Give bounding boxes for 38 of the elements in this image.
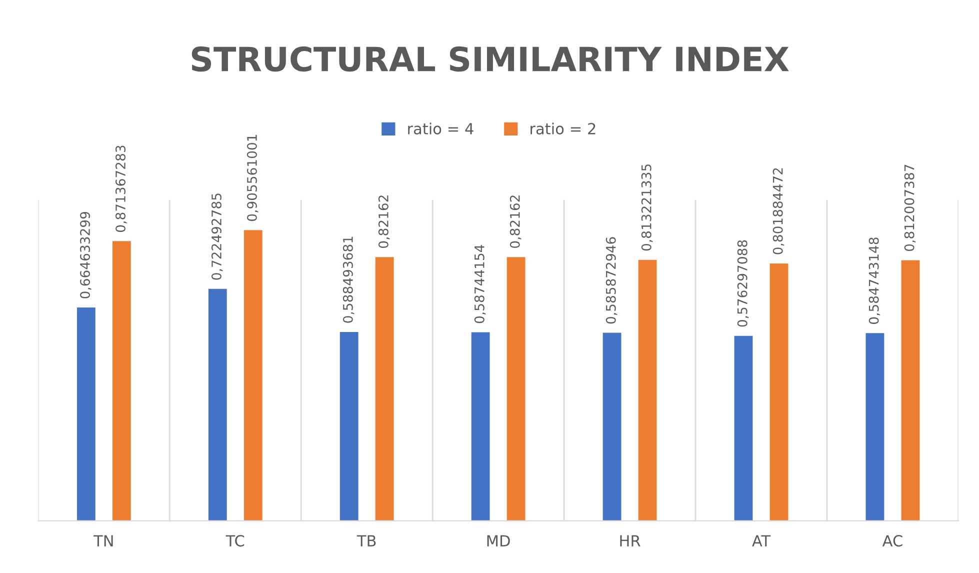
bar	[901, 260, 920, 521]
data-label: 0,82162	[378, 196, 390, 248]
x-tick-label: TN	[93, 535, 113, 546]
data-label: 0,871367283	[116, 146, 127, 232]
bar	[244, 230, 262, 521]
bar	[734, 336, 753, 521]
x-tick-label: HR	[620, 535, 640, 546]
bar	[471, 332, 490, 521]
chart-title: STRUCTURAL SIMILARITY INDEX	[192, 46, 789, 72]
data-label: 0,588493681	[342, 236, 354, 323]
data-label: 0,813221335	[641, 164, 653, 251]
bar	[340, 332, 358, 521]
bar	[602, 332, 622, 521]
x-tick-label: AT	[752, 535, 771, 546]
bar	[638, 260, 657, 521]
data-label: 0,58744154	[474, 244, 486, 324]
data-label: 0,722492785	[211, 194, 223, 280]
data-label: 0,82162	[510, 196, 522, 248]
bar	[375, 257, 394, 521]
data-label: 0,905561001	[246, 134, 258, 221]
x-tick-label: TB	[356, 535, 376, 546]
data-label: 0,584743148	[868, 238, 880, 324]
bar	[866, 333, 884, 521]
bar	[770, 263, 788, 521]
x-tick-label: AC	[882, 535, 902, 547]
bar	[112, 241, 131, 521]
x-tick-label: TC	[226, 535, 244, 547]
bar	[208, 288, 227, 521]
legend-label: ratio = 4	[408, 122, 474, 134]
data-label: 0,585872946	[606, 237, 618, 324]
x-tick-label: MD	[487, 535, 510, 546]
legend-label: ratio = 2	[530, 122, 596, 134]
data-label: 0,576297088	[737, 240, 749, 327]
data-label: 0,801884472	[772, 168, 784, 254]
bar	[76, 308, 96, 521]
data-label: 0,812007387	[904, 164, 916, 251]
bar	[506, 257, 526, 521]
data-label: 0,664633299	[80, 212, 92, 298]
